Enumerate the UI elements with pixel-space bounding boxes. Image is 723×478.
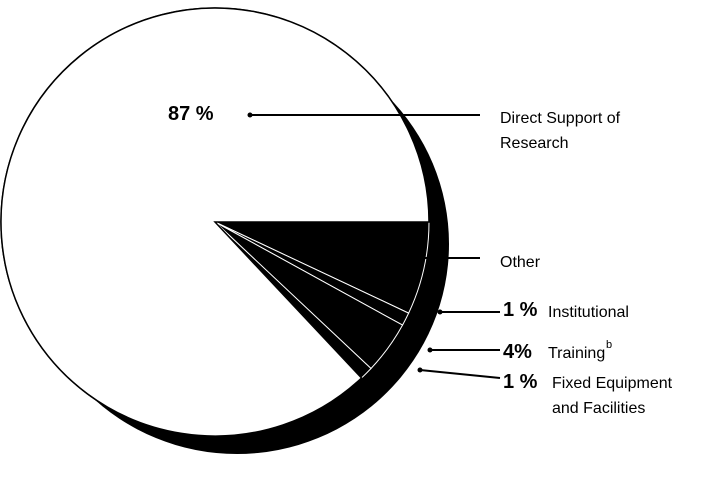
- leader-dot: [437, 309, 443, 315]
- leader-line: [419, 369, 501, 379]
- leader-dot: [392, 255, 398, 261]
- value-label: 1 %: [503, 371, 538, 393]
- category-label: Other: [500, 254, 541, 271]
- value-label: 87 %: [168, 103, 214, 125]
- leader-dot: [427, 347, 433, 353]
- leader-dot: [417, 367, 423, 373]
- category-label: Direct Support of Research: [500, 110, 621, 152]
- value-label: 1 %: [503, 299, 538, 321]
- category-label: Fixed Equipment and Facilities: [552, 375, 673, 417]
- value-label: 4%: [503, 341, 532, 363]
- footnote-marker: b: [606, 339, 613, 351]
- category-label: Training: [548, 345, 606, 362]
- value-label: 7 %: [347, 246, 382, 268]
- category-label: Institutional: [548, 304, 629, 321]
- leader-dot: [247, 112, 253, 118]
